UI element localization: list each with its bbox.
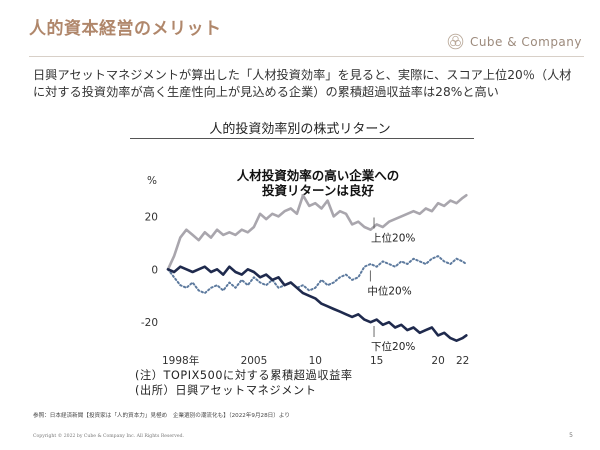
series-label-layer: 上位20% 中位20% 下位20% — [367, 217, 415, 353]
series-label: 下位20% — [371, 340, 415, 353]
chart-heading-underline — [130, 138, 474, 139]
header-divider — [29, 56, 584, 57]
x-tick-label: 10 — [309, 355, 322, 367]
x-tick-label: 20 — [431, 355, 444, 367]
page-number: 5 — [569, 432, 573, 439]
brand: Cube & Company — [447, 33, 582, 50]
chart-title-line: 人材投資効率の高い企業への — [237, 168, 400, 183]
y-axis-ticks: 20 0 -20 — [141, 211, 158, 329]
source-citation: 参照：日本経済新聞【投資家は「人的資本力」見極め 企業選別の潮流化も】（2022… — [33, 413, 290, 419]
chart-notes: (注）TOPIX500に対する累積超過収益率 (出所）日興アセットマネジメント — [135, 368, 353, 398]
y-axis-unit: % — [147, 175, 157, 187]
copyright: Copyright © 2022 by Cube & Company Inc. … — [33, 434, 184, 439]
x-axis-ticks: 1998年 2005 10 15 20 22 — [162, 354, 469, 367]
series-label: 中位20% — [367, 284, 411, 297]
chart-title-line: 投資リターンは良好 — [262, 183, 374, 198]
lead-text: 日興アセットマネジメントが算出した「人材投資効率」を見ると、実際に、スコア上位2… — [33, 68, 572, 99]
y-tick-label: 0 — [151, 264, 158, 276]
note-line-2: (出所）日興アセットマネジメント — [135, 384, 317, 397]
y-tick-label: -20 — [141, 317, 158, 329]
x-tick-label: 15 — [370, 355, 383, 367]
series-layer — [166, 193, 468, 342]
brand-name: Cube & Company — [469, 34, 582, 49]
x-tick-label: 2005 — [241, 355, 268, 367]
x-tick-label: 22 — [456, 355, 469, 367]
x-tick-label: 1998年 — [162, 354, 199, 367]
note-line-1: (注）TOPIX500に対する累積超過収益率 — [135, 369, 353, 382]
cube-company-logo-icon — [447, 33, 464, 50]
series-line-3 — [166, 265, 468, 342]
series-line-1 — [166, 193, 468, 271]
chart-heading: 人的投資効率別の株式リターン — [209, 122, 391, 137]
y-tick-label: 20 — [145, 211, 158, 223]
series-line-2 — [167, 255, 468, 295]
slide-title: 人的資本経営のメリット — [29, 19, 222, 39]
series-label: 上位20% — [371, 232, 415, 245]
